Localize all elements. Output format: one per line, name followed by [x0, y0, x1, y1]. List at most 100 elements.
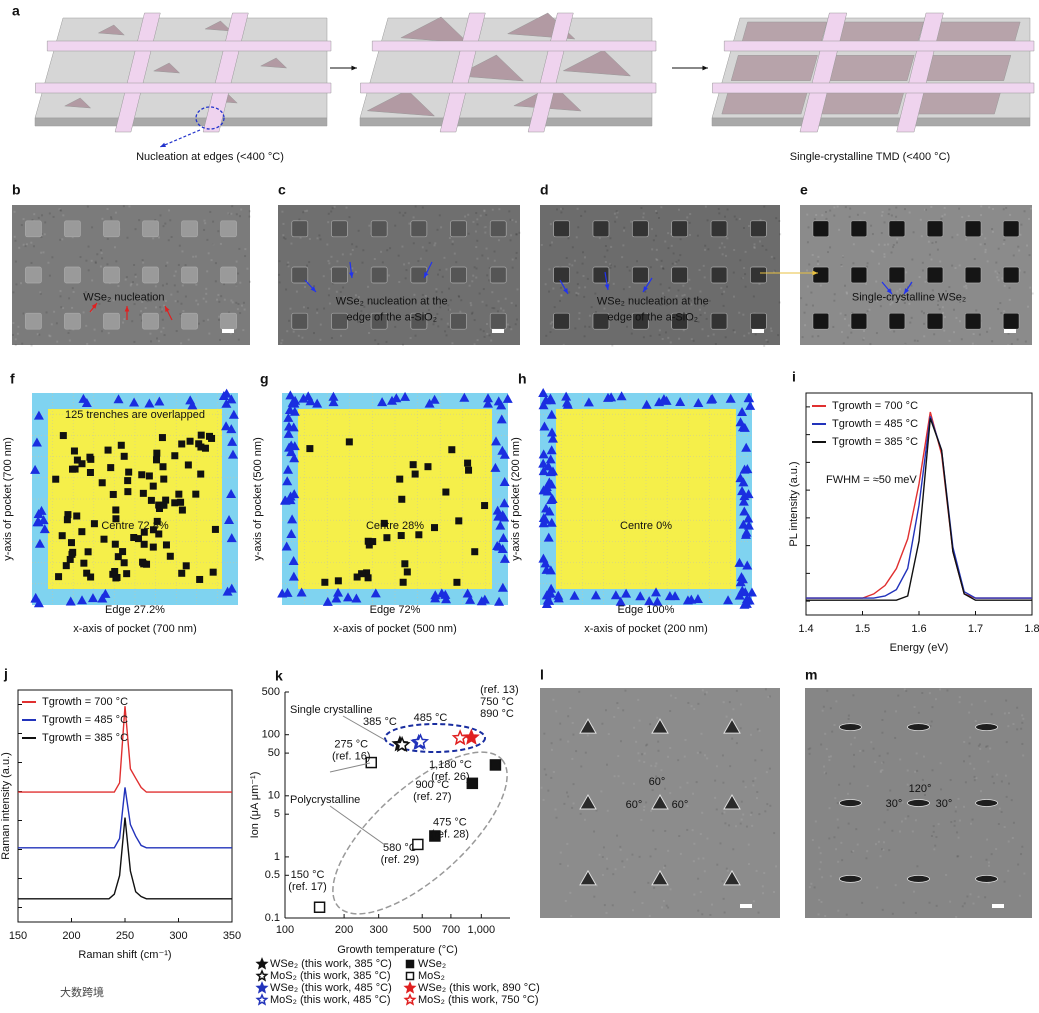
edge-nucleus: [651, 587, 662, 597]
trench: [671, 312, 689, 330]
noise: [223, 298, 226, 301]
noise: [704, 244, 707, 247]
trench: [1002, 266, 1020, 284]
noise: [756, 728, 759, 731]
noise: [726, 237, 729, 240]
edge-nucleus: [540, 395, 551, 405]
noise: [60, 306, 63, 309]
noise: [959, 300, 962, 303]
legend-label: WSe₂ (this work, 890 °C): [418, 982, 540, 994]
noise: [603, 904, 606, 907]
noise: [775, 217, 778, 220]
noise: [516, 288, 519, 291]
noise: [836, 205, 839, 208]
noise: [879, 769, 882, 772]
noise: [381, 261, 384, 264]
noise: [847, 324, 850, 327]
noise: [691, 318, 694, 321]
noise: [445, 268, 448, 271]
edge-nucleus: [545, 565, 556, 575]
noise: [403, 263, 406, 266]
annotation: WSe₂ nucleation: [83, 291, 164, 303]
noise: [738, 311, 741, 314]
noise: [161, 284, 164, 287]
noise: [840, 331, 843, 334]
noise: [899, 758, 902, 761]
noise: [584, 210, 587, 213]
centre-nucleus: [153, 456, 161, 464]
centre-nucleus: [123, 570, 131, 578]
edge-nucleus: [424, 398, 435, 408]
noise: [20, 282, 23, 285]
noise: [996, 272, 999, 275]
noise: [32, 245, 35, 248]
edge-nucleus: [298, 393, 309, 403]
noise: [692, 792, 695, 795]
noise: [921, 692, 924, 695]
noise: [584, 256, 587, 259]
centre-nucleus: [130, 533, 138, 541]
noise: [935, 904, 938, 907]
noise: [509, 218, 512, 221]
point-label: 385 °C: [363, 716, 397, 728]
noise: [724, 822, 727, 825]
noise: [773, 832, 776, 835]
noise: [996, 276, 999, 279]
sem-image: [12, 205, 250, 345]
noise: [946, 295, 949, 298]
noise: [914, 770, 917, 773]
caption: Single-crystalline TMD (<400 °C): [790, 151, 950, 163]
trench: [370, 266, 388, 284]
noise: [476, 218, 479, 221]
noise: [1001, 277, 1004, 280]
noise: [278, 281, 281, 284]
edge-nucleus: [328, 397, 339, 407]
noise: [742, 780, 745, 783]
noise: [828, 755, 831, 758]
noise: [648, 914, 651, 917]
noise: [511, 219, 514, 222]
noise: [814, 820, 817, 823]
noise: [448, 237, 451, 240]
noise: [440, 226, 443, 229]
noise: [357, 320, 360, 323]
noise: [933, 848, 936, 851]
edge-nucleus: [544, 595, 555, 605]
noise: [1008, 286, 1011, 289]
centre-nucleus: [177, 498, 185, 506]
noise: [969, 736, 972, 739]
trench: [142, 220, 159, 238]
noise: [939, 762, 942, 765]
noise: [581, 262, 584, 265]
centre-nucleus: [140, 540, 148, 548]
x-tick-label: 100: [276, 924, 294, 936]
centre-nucleus: [140, 560, 148, 568]
noise: [735, 742, 738, 745]
edge-nucleus: [553, 593, 564, 603]
noise: [337, 296, 340, 299]
tmd-flake: [366, 89, 436, 117]
noise: [214, 262, 217, 265]
noise: [697, 877, 700, 880]
edge-nucleus: [289, 453, 300, 463]
noise: [514, 304, 517, 307]
crystal: [651, 869, 669, 886]
noise: [913, 339, 916, 342]
noise: [739, 703, 742, 706]
noise: [626, 858, 629, 861]
centre-nucleus: [442, 488, 450, 496]
scale-bar: [752, 329, 764, 333]
noise: [623, 229, 626, 232]
noise: [12, 333, 15, 336]
y-tick-label: 0.1: [265, 912, 280, 924]
noise: [938, 308, 941, 311]
noise: [943, 329, 946, 332]
noise: [691, 316, 694, 319]
noise: [235, 260, 238, 263]
noise: [588, 314, 591, 317]
noise: [965, 284, 968, 287]
angle-label: 60°: [626, 799, 643, 811]
noise: [957, 855, 960, 858]
trench: [489, 266, 507, 284]
edge-nucleus: [288, 422, 299, 432]
